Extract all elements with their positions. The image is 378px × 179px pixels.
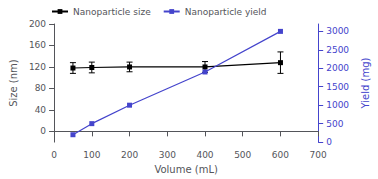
svg-text:Nanoparticle yield: Nanoparticle yield xyxy=(185,7,267,17)
svg-text:0: 0 xyxy=(51,150,57,160)
svg-text:200: 200 xyxy=(29,19,46,29)
svg-text:Volume (mL): Volume (mL) xyxy=(154,164,218,175)
svg-text:1000: 1000 xyxy=(326,100,349,110)
svg-text:100: 100 xyxy=(83,150,100,160)
svg-text:1500: 1500 xyxy=(326,82,349,92)
svg-text:200: 200 xyxy=(121,150,138,160)
svg-text:500: 500 xyxy=(326,119,343,129)
svg-text:160: 160 xyxy=(29,40,46,50)
svg-text:3000: 3000 xyxy=(326,26,349,36)
svg-text:120: 120 xyxy=(29,62,46,72)
svg-text:Size (nm): Size (nm) xyxy=(8,59,19,107)
svg-text:0: 0 xyxy=(40,126,46,136)
svg-text:80: 80 xyxy=(35,83,47,93)
svg-text:600: 600 xyxy=(272,150,289,160)
svg-text:Nanoparticle size: Nanoparticle size xyxy=(73,7,151,17)
svg-text:400: 400 xyxy=(196,150,213,160)
svg-text:Yield (mg): Yield (mg) xyxy=(360,58,371,110)
svg-text:500: 500 xyxy=(234,150,251,160)
svg-text:40: 40 xyxy=(35,105,47,115)
svg-text:2000: 2000 xyxy=(326,63,349,73)
svg-text:0: 0 xyxy=(326,137,332,147)
svg-text:700: 700 xyxy=(310,150,327,160)
svg-text:300: 300 xyxy=(159,150,176,160)
svg-text:2500: 2500 xyxy=(326,45,349,55)
